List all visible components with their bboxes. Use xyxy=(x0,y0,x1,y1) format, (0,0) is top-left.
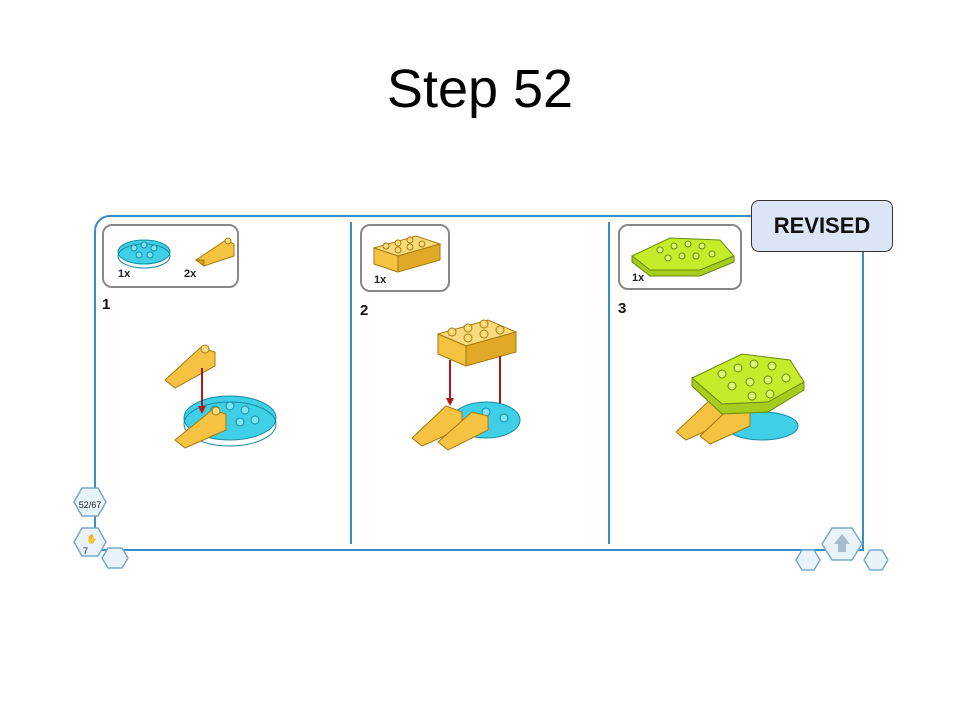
parts-callout-step-2: 1x xyxy=(360,224,450,292)
instruction-panel xyxy=(94,215,864,551)
hand-icon: ✋ xyxy=(86,533,97,544)
part-quantity: 2x xyxy=(184,268,197,280)
up-arrow-icon xyxy=(834,534,850,552)
nav-hex-button[interactable] xyxy=(101,547,129,569)
part-quantity: 1x xyxy=(118,268,131,280)
lower-count: 7 xyxy=(83,546,88,556)
parts-illustration xyxy=(631,237,735,277)
step-3-build-illustration xyxy=(675,353,805,445)
part-quantity: 1x xyxy=(632,272,645,284)
step-1-build-illustration xyxy=(164,344,277,449)
nav-hex-group-left: 52/67 ✋ 7 xyxy=(73,487,129,569)
step-2-build-illustration xyxy=(411,319,521,451)
parts-callout-step-3: 1x xyxy=(618,224,742,290)
nav-hex-group-right xyxy=(795,527,889,571)
parts-illustration xyxy=(372,235,442,273)
step-number: 2 xyxy=(360,302,369,319)
step-number: 3 xyxy=(618,300,627,317)
step-divider xyxy=(608,222,610,544)
step-divider xyxy=(350,222,352,544)
revised-badge: REVISED xyxy=(751,200,893,252)
home-button[interactable] xyxy=(821,527,863,561)
parts-callout-step-1: 1x 2x xyxy=(102,224,239,288)
step-number: 1 xyxy=(102,296,111,313)
prev-button[interactable] xyxy=(795,549,821,571)
lower-count-button[interactable]: ✋ 7 xyxy=(73,527,107,557)
next-button[interactable] xyxy=(863,549,889,571)
page-counter: 52/67 xyxy=(79,500,102,510)
parts-illustration xyxy=(117,237,235,269)
page-counter-button[interactable]: 52/67 xyxy=(73,487,107,517)
part-quantity: 1x xyxy=(374,274,387,286)
slide-title: Step 52 xyxy=(386,59,574,119)
